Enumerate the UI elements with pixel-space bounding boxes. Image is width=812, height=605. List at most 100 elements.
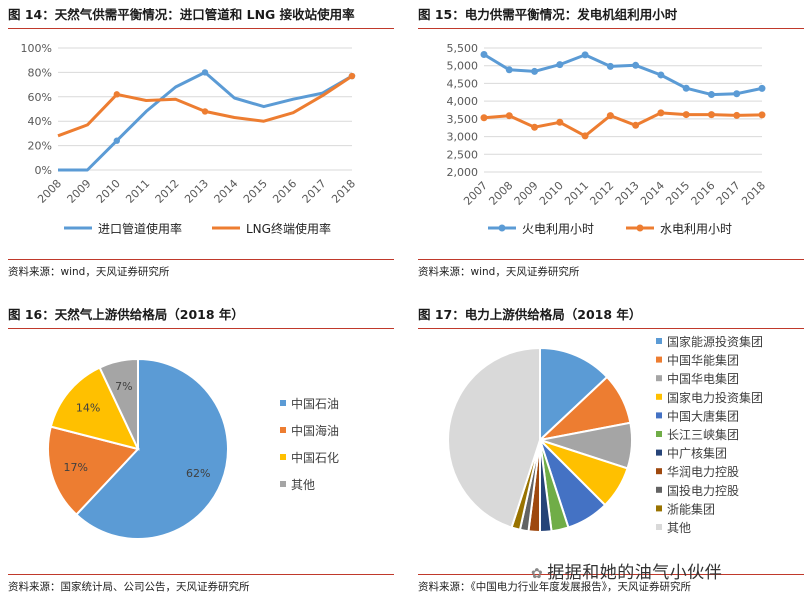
pie-slice <box>74 357 229 540</box>
series-point <box>733 90 741 98</box>
figure-14-chart: 0%20%40%60%80%100%2008 2009 2010 2011 2012 20… <box>21 42 359 236</box>
legend-label: 中国华电集团 <box>667 371 739 386</box>
figure-17-chart: 国家能源投资集团中国华能集团中国华电集团国家电力投资集团中国大唐集团长江三峡集团… <box>447 334 763 535</box>
series-point <box>632 61 640 69</box>
series-point-highlight <box>113 91 121 98</box>
series-point <box>556 118 564 126</box>
legend-swatch <box>280 481 286 487</box>
y-tick-label: 80% <box>28 66 52 79</box>
x-tick-label: 2018 <box>329 177 358 206</box>
pie-slice <box>539 346 609 443</box>
series-point <box>505 66 513 74</box>
pie-slice <box>49 366 140 451</box>
series-point-highlight <box>348 72 356 80</box>
y-tick-label: 2,500 <box>447 148 479 161</box>
series-point <box>531 67 539 75</box>
legend-label: 中国海油 <box>291 423 339 438</box>
legend-label: LNG终端使用率 <box>246 221 331 236</box>
legend-swatch <box>280 454 286 460</box>
series-point <box>758 111 766 119</box>
y-tick-label: 3,500 <box>447 113 479 126</box>
pie-data-label: 17% <box>64 461 88 474</box>
series-point <box>682 111 690 119</box>
x-tick-label: 2012 <box>153 177 182 206</box>
y-tick-label: 0% <box>35 164 52 177</box>
series-point <box>581 51 589 59</box>
legend-label: 中国石油 <box>291 396 339 411</box>
series-point <box>682 84 690 92</box>
legend-label: 中国大唐集团 <box>667 408 739 423</box>
series-line <box>483 111 763 138</box>
x-tick-label: 2013 <box>613 179 642 208</box>
legend-swatch <box>656 412 662 419</box>
series-point <box>480 51 488 59</box>
x-tick-label: 2008 <box>486 179 515 208</box>
figure-14-title: 图 14：天然气供需平衡情况：进口管道和 LNG 接收站使用率 <box>8 4 394 29</box>
series-line <box>483 53 763 97</box>
legend-label: 其他 <box>291 478 315 492</box>
y-tick-label: 100% <box>21 42 52 55</box>
legend-marker <box>636 224 644 232</box>
x-tick-label: 2017 <box>300 177 329 206</box>
legend-swatch <box>656 338 662 344</box>
y-tick-label: 4,000 <box>447 95 479 108</box>
series-point <box>606 62 614 70</box>
x-tick-label: 2011 <box>562 179 591 208</box>
figure-17-source: 资料来源：《中国电力行业年度发展报告》，天风证券研究所 <box>418 574 804 594</box>
series-point <box>505 112 513 120</box>
series-point <box>707 111 715 119</box>
series-point <box>531 123 539 131</box>
legend-label: 中国华能集团 <box>667 353 739 368</box>
pie-data-label: 14% <box>76 402 100 415</box>
series-point-highlight <box>201 69 209 76</box>
y-tick-label: 20% <box>28 140 52 153</box>
legend-label: 火电利用小时 <box>522 222 594 236</box>
figure-15-title: 图 15：电力供需平衡情况：发电机组利用小时 <box>418 4 804 29</box>
y-tick-label: 2,000 <box>447 166 479 179</box>
figure-14-panel: 图 14：天然气供需平衡情况：进口管道和 LNG 接收站使用率 0% 20% 40%… <box>8 4 394 279</box>
figure-16-source: 资料来源：国家统计局、公司公告，天风证券研究所 <box>8 574 394 594</box>
figure-15-panel: 图 15：电力供需平衡情况：发电机组利用小时 2,000 2,500 3,000 3,… <box>418 4 804 278</box>
wechat-icon: ✿ <box>531 566 544 582</box>
series-line <box>57 74 353 138</box>
legend-label: 水电利用小时 <box>660 222 732 236</box>
y-tick-label: 5,000 <box>447 60 479 73</box>
legend-label: 进口管道使用率 <box>98 221 182 236</box>
x-tick-label: 2007 <box>461 179 490 208</box>
x-tick-label: 2016 <box>270 177 299 206</box>
legend-swatch <box>656 356 662 363</box>
series-point <box>632 121 640 129</box>
legend-swatch <box>280 400 286 406</box>
x-tick-label: 2014 <box>212 177 241 206</box>
x-tick-label: 2010 <box>537 179 566 208</box>
figure-14-source: 资料来源：wind，天风证券研究所 <box>8 259 394 279</box>
series-point-highlight <box>201 108 209 115</box>
figure-17-panel: 图 17：电力上游供给格局（2018 年） 国家能源投资集团 中国华能集团 中国华电… <box>418 304 804 600</box>
series-point <box>606 112 614 120</box>
figure-16-panel: 图 16：天然气上游供给格局（2018 年） 62% 17% 14% 7% 中国石油 中国… <box>8 304 394 600</box>
legend-label: 国家电力投资集团 <box>667 390 763 405</box>
x-tick-label: 2017 <box>714 179 743 208</box>
pie-slice <box>47 425 140 517</box>
legend-swatch <box>280 427 286 433</box>
legend-label: 浙能集团 <box>667 501 715 516</box>
x-tick-label: 2013 <box>182 177 211 206</box>
legend-swatch <box>656 393 662 400</box>
y-tick-label: 4,500 <box>447 77 479 90</box>
figure-15-chart: 2,000 2,500 3,000 3,500 4,000 4,500 5,000 5,500… <box>447 42 769 236</box>
legend-label: 国投电力控股 <box>667 483 739 498</box>
series-point <box>707 91 715 99</box>
legend-label: 华润电力控股 <box>667 465 739 479</box>
x-tick-label: 2011 <box>123 177 152 206</box>
y-tick-label: 40% <box>28 115 52 128</box>
series-point <box>657 109 665 117</box>
x-tick-label: 2018 <box>739 179 768 208</box>
x-tick-label: 2015 <box>241 177 270 206</box>
pie-slice <box>98 357 139 450</box>
series-point <box>733 111 741 119</box>
x-tick-label: 2009 <box>65 177 94 206</box>
x-tick-label: 2008 <box>35 177 64 206</box>
figure-16-title: 图 16：天然气上游供给格局（2018 年） <box>8 304 394 329</box>
y-tick-label: 5,500 <box>447 42 479 55</box>
legend-label: 中广核集团 <box>667 446 727 461</box>
